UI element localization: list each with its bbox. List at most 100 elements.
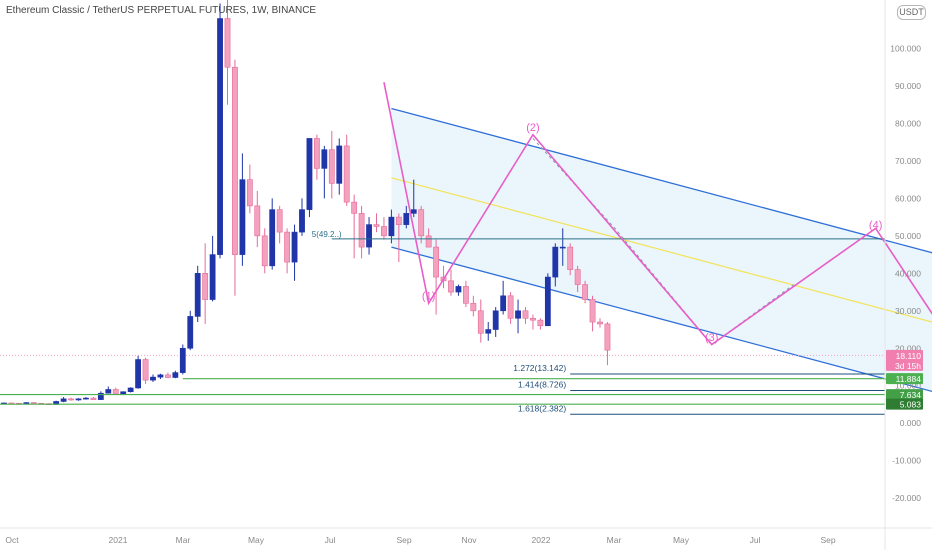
price-tag: 11.884 <box>886 373 923 385</box>
candle-body <box>217 18 223 255</box>
candle-body <box>470 302 477 312</box>
candle-body <box>366 224 372 248</box>
candle-body <box>313 138 320 169</box>
candle-body <box>537 319 544 327</box>
y-tick-label: 90.000 <box>895 81 921 91</box>
candle-body <box>321 149 328 169</box>
candle-body <box>284 231 290 263</box>
x-tick-label: Sep <box>396 535 411 545</box>
candle-body <box>522 310 529 319</box>
price-tag-bg <box>886 349 923 371</box>
price-tag-bg <box>886 398 923 410</box>
candle-body <box>232 66 238 255</box>
candle-body <box>403 213 410 225</box>
y-tick-label: -10.000 <box>892 456 921 466</box>
candle-body <box>455 286 462 293</box>
candle-body <box>75 398 82 401</box>
channel-upper-line <box>391 107 932 254</box>
candle-body <box>60 398 67 402</box>
x-tick-label: Nov <box>461 535 477 545</box>
candle-body <box>224 18 231 68</box>
candle-body <box>604 323 611 351</box>
candle-body <box>179 347 186 373</box>
x-tick-label: Mar <box>607 535 622 545</box>
candle-body <box>477 310 484 334</box>
y-tick-label: 20.000 <box>895 343 921 353</box>
candle-body <box>261 235 268 267</box>
candle-body <box>410 209 417 214</box>
price-tag-label: 18.110 <box>896 351 922 361</box>
candle-body <box>291 231 298 263</box>
y-tick-label: 50.000 <box>895 231 921 241</box>
candle-body <box>209 254 216 300</box>
candle-body <box>485 329 492 334</box>
wave-label: (3) <box>705 332 718 344</box>
candle-body <box>142 359 149 381</box>
price-tag: 7.634 <box>886 389 923 401</box>
currency-badge[interactable]: USDT <box>897 5 926 20</box>
candle-body <box>306 138 313 210</box>
y-tick-label: -20.000 <box>892 493 921 503</box>
channel-mid-line <box>391 177 932 323</box>
candle-body <box>373 224 380 227</box>
candle-body <box>418 209 425 237</box>
candle-body <box>83 397 89 400</box>
candle-body <box>90 397 97 400</box>
candle-body <box>448 280 454 293</box>
x-tick-label: Jul <box>750 535 761 545</box>
fib-level-label: 1.414(8.726) <box>518 380 566 390</box>
y-tick-label: 30.000 <box>895 306 921 316</box>
candle-body <box>328 149 335 184</box>
wave-label: (2) <box>526 122 539 134</box>
candle-body <box>515 310 521 319</box>
candle-body <box>559 246 566 249</box>
candle-body <box>381 226 387 237</box>
candle-body <box>276 209 283 233</box>
candle-body <box>567 246 574 270</box>
x-tick-label: May <box>248 535 265 545</box>
candle-body <box>165 374 171 378</box>
channel-fill <box>391 108 932 392</box>
candle-body <box>500 295 507 312</box>
candle-body <box>120 391 127 395</box>
x-tick-label: Oct <box>5 535 19 545</box>
candle-body <box>112 389 119 395</box>
candle-body <box>187 316 194 349</box>
candle-body <box>246 179 253 207</box>
channel-lower-line <box>391 246 932 393</box>
candle-body <box>239 179 246 255</box>
x-tick-label: Jul <box>325 535 336 545</box>
x-tick-label: Sep <box>820 535 835 545</box>
wave-label: (1) <box>422 291 435 303</box>
candle-body <box>97 392 104 400</box>
x-tick-label: Mar <box>176 535 191 545</box>
price-tag-countdown: 3d 15h <box>895 361 921 371</box>
price-tag-label: 11.884 <box>896 374 922 384</box>
candle-body <box>105 389 112 394</box>
candle-body <box>150 376 156 381</box>
candle-body <box>68 398 74 401</box>
y-tick-label: 40.000 <box>895 268 921 278</box>
candle-body <box>194 273 201 317</box>
x-tick-label: 2021 <box>109 535 128 545</box>
candle-body <box>351 201 358 214</box>
price-tag-label: 5.083 <box>900 400 922 410</box>
resistance-label: 5(49.2..) <box>312 230 342 239</box>
candle-body <box>589 299 596 323</box>
y-tick-label: 0.000 <box>900 418 922 428</box>
candle-body <box>299 209 305 233</box>
candle-body <box>574 269 581 285</box>
price-tag-bg <box>886 373 923 385</box>
chart-title: Ethereum Classic / TetherUS PERPETUAL FU… <box>6 5 317 16</box>
candle-body <box>395 216 402 225</box>
y-tick-label: 60.000 <box>895 193 921 203</box>
candle-body <box>135 359 141 389</box>
x-tick-label: May <box>673 535 690 545</box>
candle-body <box>157 374 164 378</box>
y-tick-label: 100.000 <box>890 44 921 54</box>
candle-body <box>254 205 261 237</box>
price-tag-bg <box>886 389 923 401</box>
